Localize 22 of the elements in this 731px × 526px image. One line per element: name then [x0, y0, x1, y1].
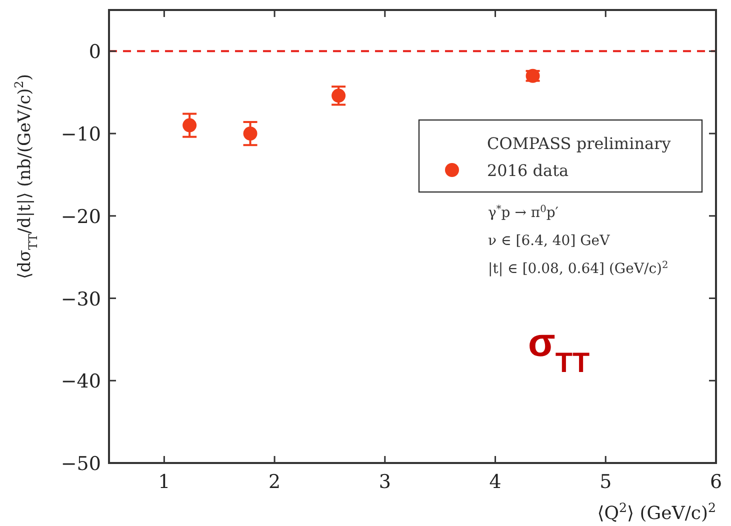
point [243, 126, 258, 141]
x-axis-title: ⟨Q$^{2}$⟩ (GeV/c)$^{2}$ [597, 500, 716, 524]
y-tick-label: −50 [60, 453, 101, 475]
x-tick-label: 3 [378, 471, 391, 493]
annotation: σ$_{TT}$ [528, 321, 590, 378]
x-tick-label: 2 [268, 471, 281, 493]
x-tick-label: 4 [489, 471, 502, 493]
x-tick-label: 1 [158, 471, 170, 493]
x-tick-label: 6 [710, 471, 722, 493]
y-tick-label: −10 [60, 124, 101, 146]
point [182, 118, 197, 132]
x-tick-label: 5 [600, 471, 612, 493]
legend-label: 2016 data [487, 161, 570, 180]
annotation: ν ∈ [6.4, 40] GeV [488, 233, 611, 249]
y-tick-label: −20 [60, 206, 101, 228]
y-tick-label: −40 [60, 370, 101, 393]
y-tick-label: 0 [88, 41, 101, 64]
annotation: |t| ∈ [0.08, 0.64] (GeV/c)$^{2}$ [488, 260, 668, 277]
annotation: γ$^{*}$p → π$^{0}$p′ [488, 204, 558, 221]
y-tick-label: −30 [60, 288, 101, 310]
legend-title: COMPASS preliminary [487, 134, 671, 153]
point [332, 88, 346, 103]
